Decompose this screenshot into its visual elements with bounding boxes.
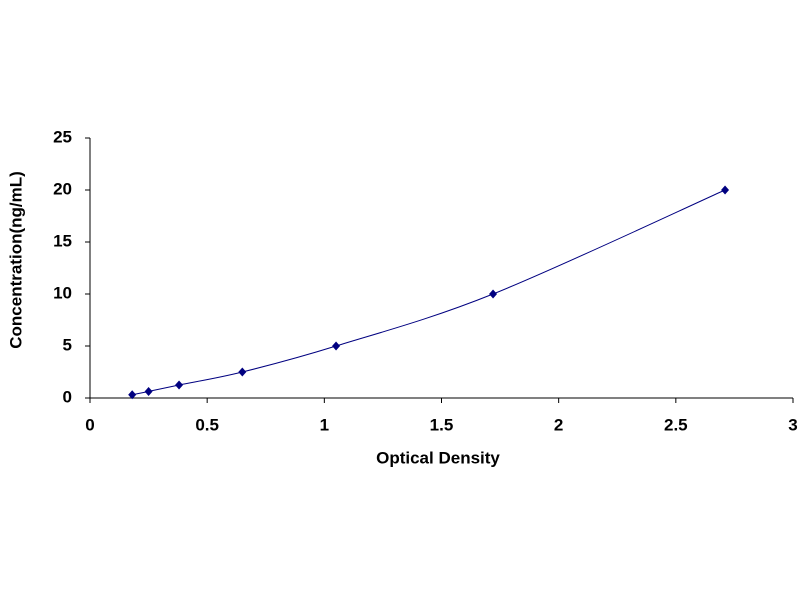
data-point (175, 380, 184, 390)
y-tick-label: 10 (53, 283, 72, 302)
y-tick-label: 5 (63, 335, 72, 354)
data-point (332, 341, 341, 351)
y-tick-label: 25 (53, 127, 72, 146)
y-tick-label: 0 (63, 387, 72, 406)
fit-line (132, 189, 726, 396)
y-tick-label: 20 (53, 179, 72, 198)
x-tick-label: 2 (554, 415, 563, 434)
x-tick-label: 0.5 (195, 415, 219, 434)
data-point (144, 386, 153, 396)
y-axis-title: Concentration(ng/mL) (6, 171, 25, 349)
x-tick-label: 1.5 (430, 415, 454, 434)
data-point (721, 185, 730, 195)
x-tick-label: 3 (788, 415, 797, 434)
x-axis-title: Optical Density (376, 448, 500, 467)
x-tick-label: 1 (320, 415, 329, 434)
data-point (489, 289, 498, 299)
data-point (128, 390, 137, 400)
x-tick-label: 0 (85, 415, 94, 434)
x-tick-label: 2.5 (664, 415, 688, 434)
data-point (238, 367, 247, 377)
y-tick-label: 15 (53, 231, 72, 250)
